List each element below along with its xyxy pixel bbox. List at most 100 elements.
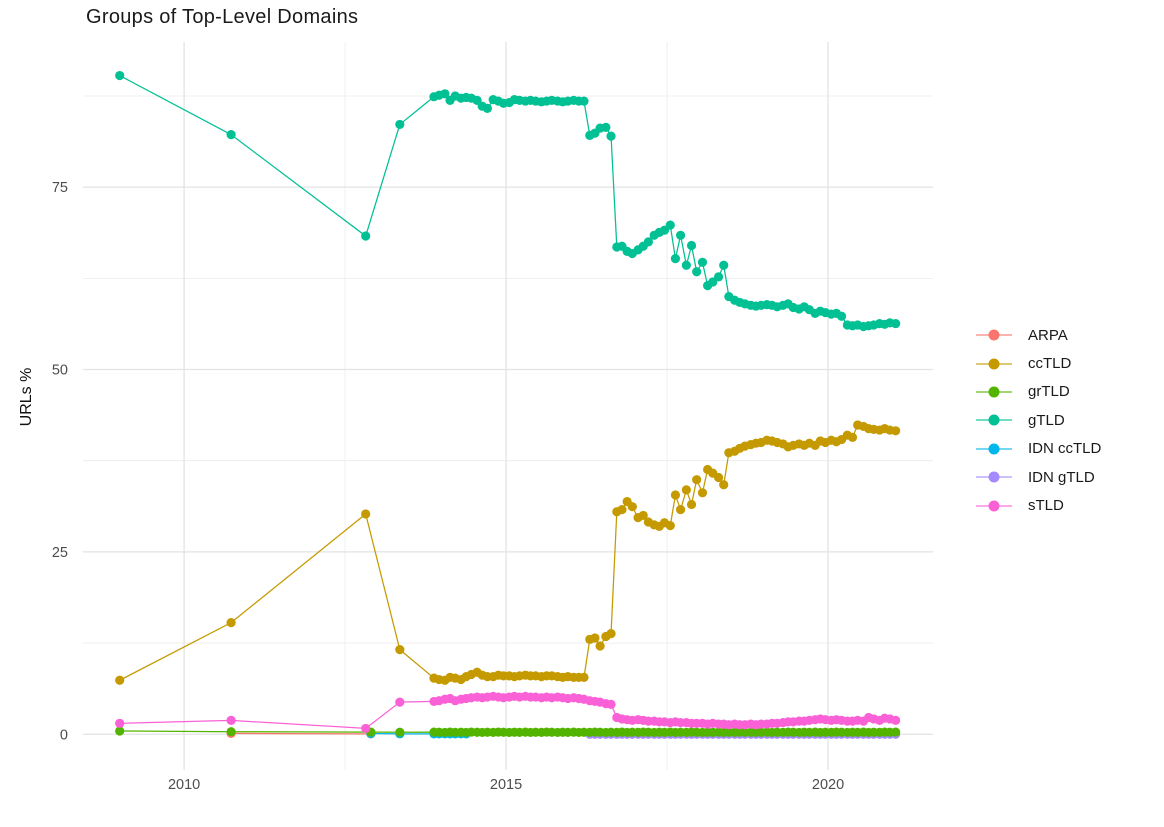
series-line-ccTLD (119, 424, 896, 681)
data-point (891, 426, 901, 436)
legend-entry-sTLD: sTLD (976, 491, 1101, 519)
data-point (440, 89, 450, 99)
data-point (686, 499, 697, 510)
data-point (697, 257, 708, 267)
legend-label: sTLD (1028, 497, 1064, 515)
data-point (115, 718, 125, 728)
data-point (226, 727, 236, 737)
y-tick-label: 25 (52, 545, 68, 561)
data-point (719, 480, 729, 490)
legend-label: grTLD (1028, 383, 1070, 401)
legend-label: IDN ccTLD (1028, 440, 1102, 458)
legend-entry-grTLD: grTLD (976, 378, 1101, 406)
legend-key-icon (976, 358, 1012, 370)
chart-title: Groups of Top-Level Domains (86, 6, 359, 28)
data-point (836, 311, 847, 321)
data-point (482, 103, 492, 113)
legend: ARPA ccTLD grTLD gTLD IDN ccTLD IDN gTLD sTLD (976, 321, 1101, 520)
legend-key-icon (976, 329, 1012, 341)
data-point (579, 96, 589, 106)
x-tick-label: 2015 (490, 777, 522, 793)
data-point (675, 230, 686, 240)
data-point (713, 472, 724, 483)
data-point (395, 119, 405, 130)
data-point (638, 510, 648, 521)
legend-label: ARPA (1028, 326, 1068, 344)
data-point (847, 432, 858, 442)
data-point (361, 723, 371, 734)
y-tick-label: 50 (52, 363, 68, 379)
series-line-gTLD (119, 75, 896, 328)
data-point (670, 490, 681, 500)
legend-label: ccTLD (1028, 355, 1072, 373)
data-point (627, 502, 637, 512)
legend-entry-ARPA: ARPA (976, 321, 1101, 349)
data-point (361, 231, 371, 241)
data-point (891, 727, 901, 737)
data-point (115, 675, 125, 685)
y-tick-label: 75 (52, 180, 68, 196)
y-tick-label: 0 (60, 727, 68, 743)
legend-key-dot (988, 358, 1000, 370)
legend-key-icon (976, 500, 1012, 512)
x-tick-label: 2020 (812, 777, 844, 793)
data-point (681, 260, 691, 270)
legend-key-dot (988, 443, 1000, 455)
data-point (606, 131, 616, 141)
legend-entry-gTLD: gTLD (976, 406, 1101, 434)
legend-key-dot (988, 329, 1000, 341)
data-point (601, 122, 611, 132)
data-point (665, 220, 675, 230)
data-point (686, 240, 697, 251)
legend-key-icon (976, 414, 1012, 426)
legend-entry-ccTLD: ccTLD (976, 349, 1101, 377)
legend-key-icon (976, 443, 1012, 455)
data-point (665, 521, 675, 531)
legend-key-icon (976, 471, 1012, 483)
data-point (692, 267, 702, 277)
data-point (643, 237, 653, 247)
data-point (606, 628, 616, 639)
data-point (226, 618, 236, 628)
data-point (226, 130, 236, 140)
data-point (595, 641, 605, 651)
legend-key-dot (988, 386, 1000, 398)
data-point (606, 699, 616, 709)
data-point (697, 488, 708, 498)
legend-key-icon (976, 386, 1012, 398)
data-point (395, 697, 405, 707)
data-point (590, 633, 600, 643)
data-point (692, 475, 702, 485)
data-point (675, 504, 686, 515)
y-axis-title: URLs % (18, 367, 35, 427)
data-point (226, 715, 236, 725)
legend-key-dot (988, 471, 1000, 483)
data-point (579, 672, 589, 682)
legend-entry-IDN-ccTLD: IDN ccTLD (976, 435, 1101, 463)
series-points-gTLD (115, 70, 901, 332)
x-tick-label: 2010 (168, 777, 200, 793)
data-point (115, 726, 125, 736)
data-point (713, 272, 724, 282)
series-line-ARPA (231, 732, 371, 735)
series-points-grTLD (115, 726, 901, 738)
legend-label: IDN gTLD (1028, 468, 1095, 486)
data-point (891, 715, 901, 725)
data-point (617, 504, 627, 515)
data-point (395, 727, 405, 737)
data-point (395, 645, 405, 655)
data-point (115, 70, 125, 81)
series-points-sTLD (115, 691, 901, 734)
legend-key-dot (988, 414, 1000, 426)
data-point (681, 485, 691, 495)
data-point (891, 318, 901, 329)
data-point (719, 260, 729, 270)
data-point (361, 509, 371, 519)
legend-entry-IDN-gTLD: IDN gTLD (976, 463, 1101, 491)
legend-label: gTLD (1028, 411, 1065, 429)
legend-key-dot (988, 500, 1000, 512)
series-points-ccTLD (115, 420, 901, 685)
data-point (670, 254, 681, 264)
